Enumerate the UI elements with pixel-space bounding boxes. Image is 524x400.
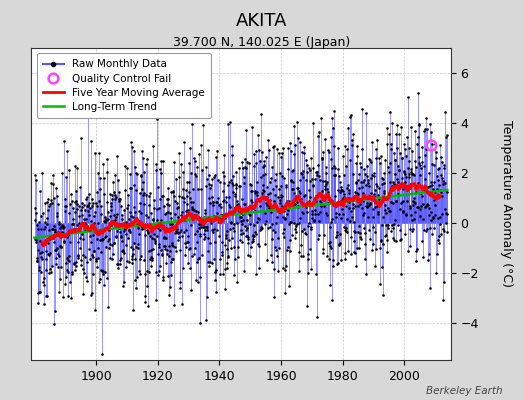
Legend: Raw Monthly Data, Quality Control Fail, Five Year Moving Average, Long-Term Tren: Raw Monthly Data, Quality Control Fail, … <box>37 53 211 118</box>
Text: 39.700 N, 140.025 E (Japan): 39.700 N, 140.025 E (Japan) <box>173 36 351 49</box>
Text: AKITA: AKITA <box>236 12 288 30</box>
Y-axis label: Temperature Anomaly (°C): Temperature Anomaly (°C) <box>499 120 512 288</box>
Text: Berkeley Earth: Berkeley Earth <box>427 386 503 396</box>
